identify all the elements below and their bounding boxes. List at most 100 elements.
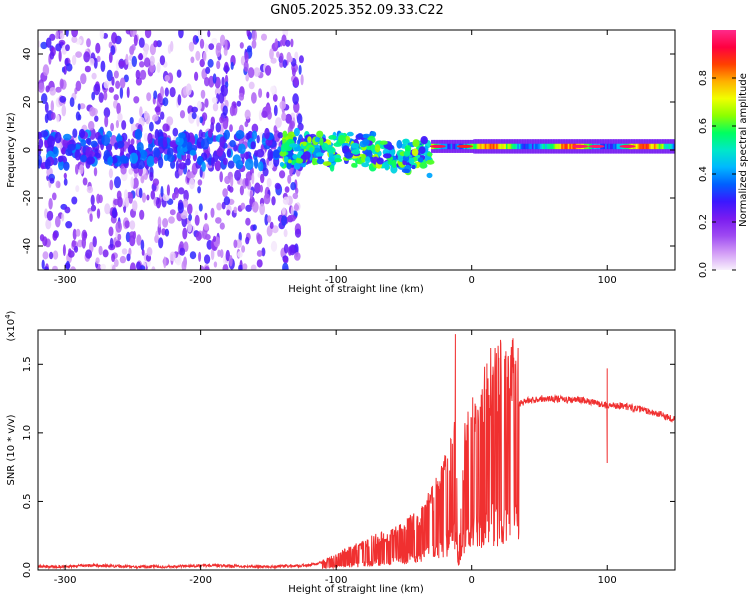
spectrogram-transition-cell (293, 162, 301, 170)
spectrogram-noise-cell (115, 120, 119, 129)
spectrogram-noise-cell (234, 169, 242, 181)
spectrogram-noise-cell (204, 254, 211, 264)
spectrogram-low-band-cell (157, 156, 164, 169)
spectrogram-tone-core (603, 143, 606, 150)
spectrogram-noise-cell (91, 91, 96, 101)
spectrogram-transition-cell (350, 142, 360, 149)
spectrogram-noise-cell (139, 61, 145, 68)
spectrogram-noise-cell (246, 30, 251, 38)
spectrogram-transition-cell (384, 162, 390, 171)
spectrogram-transition-cell (365, 156, 371, 164)
spectrogram-noise-cell (283, 229, 288, 238)
spectrogram-noise-cell (285, 113, 292, 124)
spectrogram-tone-core (570, 143, 574, 150)
spectrogram-noise-cell (65, 30, 69, 37)
spectrogram-noise-cell (287, 174, 292, 184)
spectrogram-noise-cell (200, 89, 206, 99)
spectrogram-noise-cell (49, 33, 56, 41)
spectrogram-noise-cell (144, 57, 151, 68)
spectrogram-tone-core (658, 143, 661, 150)
spectrogram-transition-cell (351, 162, 357, 168)
spectrogram-noise-cell (164, 228, 170, 237)
spectrogram-noise-cell (258, 88, 263, 98)
spectrogram-noise-cell (166, 184, 170, 197)
spectrogram-noise-cell (116, 102, 121, 115)
spectrogram-tone-core (479, 143, 482, 150)
spectrogram-noise-cell (170, 40, 174, 52)
spectrogram-noise-cell (111, 76, 115, 86)
spectrogram-noise-cell (42, 251, 49, 260)
spectrogram-low-band-cell (90, 140, 98, 148)
colorbar-tick-label: 0.6 (698, 118, 709, 134)
spectrogram-noise-cell (61, 212, 65, 222)
spectrogram-noise-cell (194, 214, 200, 226)
spectrogram-tone-core (491, 143, 494, 150)
spectrogram-transition-cell (376, 157, 384, 165)
spectrogram-noise-cell (189, 251, 197, 260)
spectrogram-noise-cell (135, 69, 141, 80)
spectrogram-transition-cell (302, 151, 311, 160)
spectrogram-tone-core (655, 143, 658, 150)
spectrogram-tone-core (663, 143, 666, 150)
spectrogram-transition-cell (408, 157, 415, 165)
spectrogram-noise-cell (156, 62, 161, 73)
spectrogram-noise-cell (290, 38, 294, 48)
spectrogram-peak-cell (619, 144, 636, 148)
spectrogram-noise-cell (281, 215, 288, 226)
spectrogram-noise-cell (130, 138, 135, 145)
spectrogram-noise-cell (119, 255, 127, 264)
spectrogram-noise-cell (77, 114, 82, 121)
spectrogram-noise-cell (248, 81, 255, 90)
spectrogram-noise-cell (247, 67, 255, 79)
spectrogram-noise-cell (230, 61, 234, 70)
spectrogram-noise-cell (89, 213, 93, 223)
spectrogram-low-band-cell (87, 137, 92, 146)
spectrogram-noise-cell (68, 248, 72, 255)
spectrogram-noise-cell (211, 37, 218, 45)
spectrogram-tone-core (557, 143, 561, 150)
spectrogram-noise-cell (212, 102, 219, 112)
spectrogram-tone-core (562, 143, 565, 150)
spectrogram-tone-core (504, 143, 507, 150)
spectrogram-tone-core (536, 143, 539, 150)
spectrogram-noise-cell (156, 40, 162, 48)
spectrogram-tone-core (611, 143, 614, 150)
spectrogram-noise-cell (260, 173, 265, 184)
spectrogram-noise-cell (140, 175, 145, 184)
spectrogram-noise-cell (41, 259, 45, 270)
spectrogram-transition-cell (361, 162, 370, 168)
spectrogram-noise-cell (291, 67, 296, 77)
spectrogram-low-band-cell (235, 159, 244, 170)
spectrogram-noise-cell (162, 97, 169, 107)
spectrogram-low-band-cell (176, 144, 184, 154)
spectrogram-tone-core (616, 143, 619, 150)
spectrogram-noise-cell (294, 252, 301, 261)
spectrogram-noise-cell (213, 261, 218, 268)
spectrogram-noise-cell (261, 110, 268, 118)
spectrogram-low-band-cell (257, 161, 264, 172)
spectrogram-noise-cell (175, 160, 179, 172)
spectrogram-noise-cell (92, 236, 97, 248)
spectrogram-tone-core (566, 143, 569, 150)
spectrogram-noise-cell (163, 256, 167, 269)
spectrogram-transition-cell (315, 152, 324, 157)
spectrogram-noise-cell (256, 259, 263, 268)
spectrogram-transition-cell (391, 159, 397, 169)
spectrogram-peak-cell (456, 144, 473, 148)
spectrogram-noise-cell (191, 112, 197, 120)
spectrogram-x-label: Height of straight line (km) (288, 284, 424, 295)
spectrogram-noise-cell (55, 86, 62, 93)
spectrogram-noise-cell (100, 263, 106, 270)
spectrogram-low-band-cell (267, 148, 274, 161)
spectrogram-noise-cell (55, 30, 59, 40)
spectrogram-tone-core (548, 143, 551, 150)
spectrogram-noise-cell (59, 32, 65, 40)
spectrogram-noise-cell (61, 104, 67, 117)
spectrogram-noise-cell (250, 264, 257, 270)
spectrogram-noise-cell (186, 171, 194, 179)
spectrogram-noise-cell (225, 249, 230, 262)
snr-y-tick-label: 1.5 (22, 356, 33, 372)
spectrogram-noise-cell (75, 51, 82, 58)
spectrogram-noise-cell (84, 65, 91, 73)
spectrogram-noise-cell (222, 263, 229, 270)
